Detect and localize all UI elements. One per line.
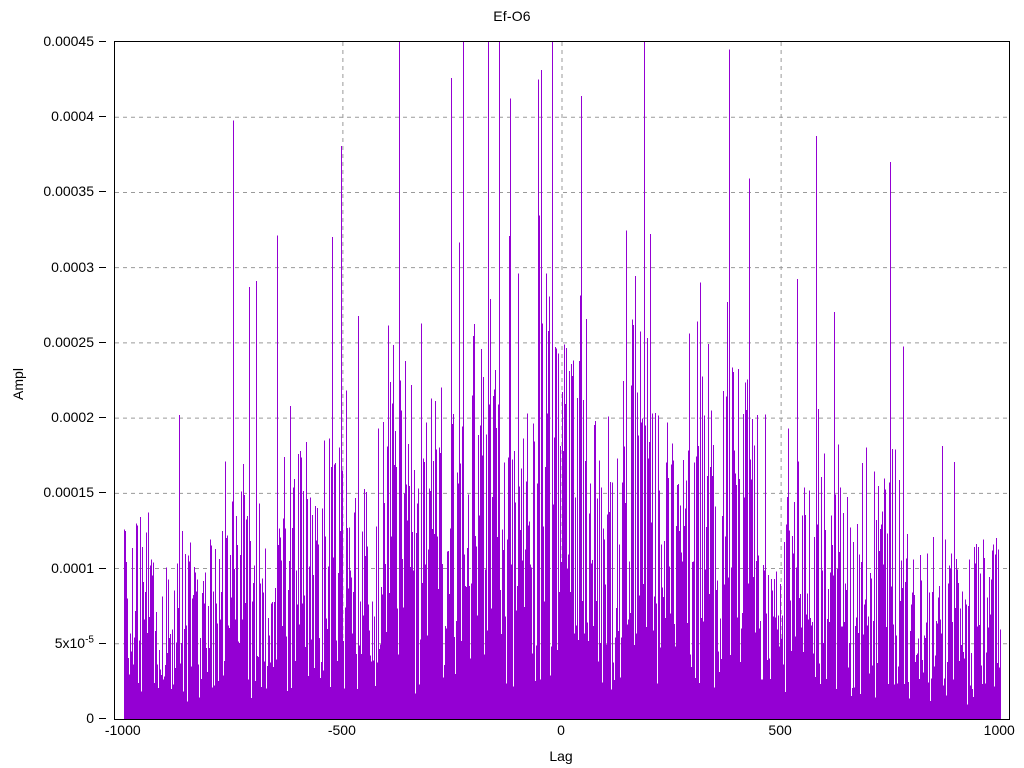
- y-tick-mark: [99, 492, 106, 494]
- y-tick-mark: [99, 341, 106, 343]
- x-tick-label: -1000: [104, 722, 141, 738]
- y-tick-label: 0.0002: [51, 409, 94, 426]
- y-tick-label: 0.00035: [43, 183, 94, 200]
- x-tick-label: -500: [327, 722, 356, 738]
- impulse-series: [123, 42, 1002, 719]
- y-tick-label: 0.00025: [43, 333, 94, 350]
- y-tick-mark: [99, 266, 106, 268]
- y-tick-label: 0.0003: [51, 258, 94, 275]
- y-tick-mark: [99, 41, 106, 42]
- x-tick-label: 1000: [983, 722, 1015, 738]
- x-tick-label: 500: [768, 722, 792, 738]
- y-tick-mark: [99, 116, 106, 118]
- x-axis-label: Lag: [549, 748, 573, 764]
- y-tick-mark: [99, 567, 106, 569]
- y-tick-mark: [99, 417, 106, 419]
- chart-title: Ef-O6: [493, 8, 531, 24]
- x-tick-label: 0: [557, 722, 565, 738]
- x-axis-tick-labels: -1000 -500 0 500 1000: [105, 722, 1015, 746]
- y-axis-tick-labels: 0 5x10-5 0.0001 0.00015 0.0002 0.00025 0.0003 0…: [0, 34, 106, 725]
- y-tick-label: 0.00045: [43, 33, 94, 49]
- y-tick-mark: [99, 642, 106, 644]
- y-tick-label: 0: [86, 710, 94, 726]
- y-tick-mark: [99, 718, 106, 719]
- y-tick-mark: [99, 191, 106, 193]
- y-tick-label: 0.00015: [43, 484, 94, 501]
- y-tick-label: 0.0001: [51, 559, 94, 576]
- y-tick-label: 0.0004: [51, 108, 94, 125]
- y-tick-label: 5x10-5: [54, 634, 94, 651]
- plot-area: [114, 41, 1010, 720]
